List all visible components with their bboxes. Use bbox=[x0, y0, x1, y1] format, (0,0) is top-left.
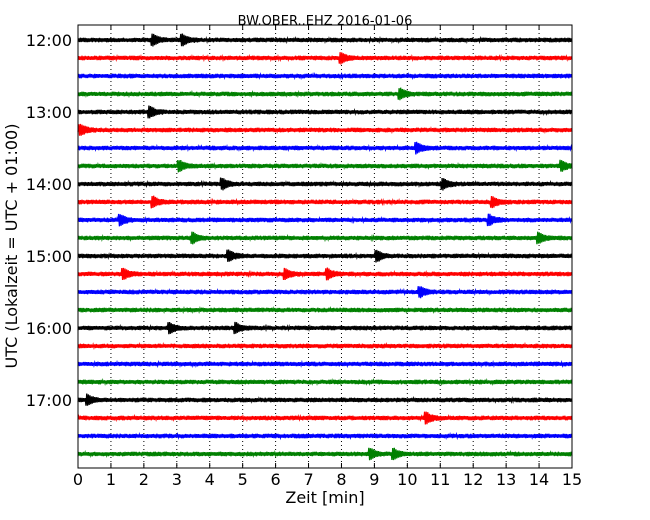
trace-1730 bbox=[77, 431, 573, 441]
trace-1645 bbox=[77, 377, 573, 387]
trace-1630 bbox=[77, 359, 573, 369]
x-tick-label: 11 bbox=[430, 470, 450, 489]
trace-1200 bbox=[77, 33, 573, 47]
trace-1500 bbox=[77, 249, 573, 263]
y-tick-label: 12:00 bbox=[26, 31, 72, 50]
trace-1600 bbox=[77, 321, 573, 335]
x-tick-label: 1 bbox=[106, 470, 116, 489]
trace-1430 bbox=[77, 213, 573, 227]
trace-1745 bbox=[77, 447, 573, 461]
x-tick-label: 10 bbox=[397, 470, 417, 489]
y-tick-label: 16:00 bbox=[26, 319, 72, 338]
trace-1345 bbox=[77, 159, 573, 173]
y-tick-label: 17:00 bbox=[26, 391, 72, 410]
chart-title: BW.OBER..EHZ 2016-01-06 bbox=[238, 14, 413, 29]
trace-1215 bbox=[77, 52, 573, 65]
y-tick-label: 13:00 bbox=[26, 103, 72, 122]
trace-1415 bbox=[77, 195, 573, 209]
trace-1300 bbox=[77, 105, 573, 119]
trace-1615 bbox=[77, 341, 573, 350]
trace-1445 bbox=[77, 231, 573, 245]
trace-1515 bbox=[77, 267, 573, 281]
trace-1715 bbox=[77, 411, 573, 425]
x-axis-ticks: 0 1 2 3 4 5 6 7 8 9 10 11 12 13 14 15 bbox=[73, 25, 582, 489]
x-tick-label: 4 bbox=[205, 470, 215, 489]
x-tick-label: 2 bbox=[139, 470, 149, 489]
trace-1545 bbox=[77, 305, 573, 315]
trace-1400 bbox=[77, 177, 573, 191]
trace-1330 bbox=[77, 141, 573, 155]
x-tick-label: 8 bbox=[336, 470, 346, 489]
y-axis-label: UTC (Lokalzeit = UTC + 01:00) bbox=[2, 124, 21, 369]
x-tick-label: 7 bbox=[303, 470, 313, 489]
x-tick-label: 14 bbox=[529, 470, 549, 489]
x-tick-label: 0 bbox=[73, 470, 83, 489]
trace-1245 bbox=[77, 87, 573, 101]
trace-1530 bbox=[77, 286, 573, 299]
trace-1315 bbox=[77, 123, 573, 136]
x-tick-label: 5 bbox=[238, 470, 248, 489]
x-tick-label: 15 bbox=[562, 470, 582, 489]
x-tick-label: 3 bbox=[172, 470, 182, 489]
plot-frame bbox=[77, 24, 573, 469]
seismogram-traces bbox=[77, 33, 573, 461]
x-tick-label: 9 bbox=[369, 470, 379, 489]
x-tick-label: 12 bbox=[463, 470, 483, 489]
trace-1700 bbox=[77, 393, 573, 406]
x-axis-label: Zeit [min] bbox=[285, 488, 364, 507]
y-tick-label: 14:00 bbox=[26, 175, 72, 194]
x-tick-label: 6 bbox=[271, 470, 281, 489]
y-axis-ticks: 12:00 13:00 14:00 15:00 16:00 17:00 bbox=[26, 31, 572, 410]
y-tick-label: 15:00 bbox=[26, 247, 72, 266]
x-tick-label: 13 bbox=[496, 470, 516, 489]
trace-1230 bbox=[77, 71, 573, 81]
